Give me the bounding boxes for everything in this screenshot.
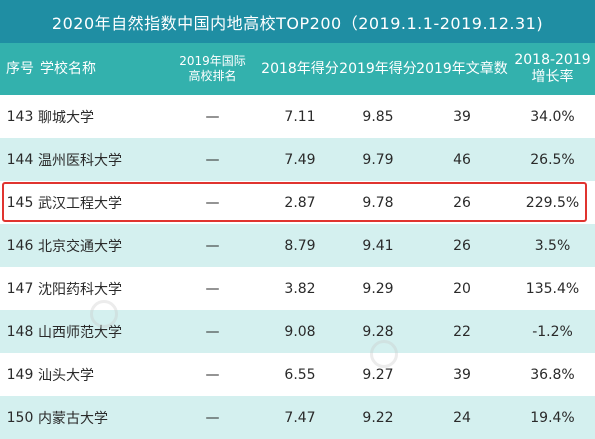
header-name: 学校名称 [40, 60, 96, 77]
cell-articles: 24 [453, 409, 471, 426]
cell-s2019: 9.85 [362, 108, 394, 125]
cell-s2019: 9.27 [362, 366, 394, 383]
cell-s2019: 9.29 [362, 280, 394, 297]
cell-intl: — [205, 194, 220, 211]
cell-name: 聊城大学 [38, 109, 94, 126]
table-row: 150 内蒙古大学 — 7.47 9.22 24 19.4% [0, 396, 595, 439]
cell-intl: — [205, 151, 220, 168]
cell-articles: 46 [453, 151, 471, 168]
cell-intl: — [205, 108, 220, 125]
cell-growth: 26.5% [530, 151, 575, 168]
header-growth: 2018-2019 增长率 [510, 43, 595, 95]
header-score-2019: 2019年得分 [339, 60, 417, 77]
cell-s2018: 7.11 [284, 108, 316, 125]
header-growth-line1: 2018-2019 [514, 52, 591, 68]
cell-rank: 146 [6, 237, 34, 254]
cell-s2019: 9.22 [362, 409, 394, 426]
cell-name: 武汉工程大学 [38, 195, 122, 212]
header-intl-rank-line1: 2019年国际 [179, 54, 246, 68]
cell-name: 汕头大学 [38, 367, 94, 384]
cell-rank: 150 [6, 409, 34, 426]
cell-name: 内蒙古大学 [38, 410, 108, 427]
header-intl-rank-line2: 高校排名 [188, 69, 237, 83]
table-row: 148 山西师范大学 — 9.08 9.28 22 -1.2% [0, 310, 595, 353]
cell-name: 北京交通大学 [38, 238, 122, 255]
cell-intl: — [205, 366, 220, 383]
cell-s2019: 9.28 [362, 323, 394, 340]
cell-s2019: 9.78 [362, 194, 394, 211]
cell-intl: — [205, 409, 220, 426]
table-row: 147 沈阳药科大学 — 3.82 9.29 20 135.4% [0, 267, 595, 310]
cell-s2018: 9.08 [284, 323, 316, 340]
cell-rank: 149 [6, 366, 34, 383]
table-row: 144 温州医科大学 — 7.49 9.79 46 26.5% [0, 138, 595, 181]
header-rank: 序号 [6, 60, 34, 77]
cell-s2018: 7.49 [284, 151, 316, 168]
cell-name: 沈阳药科大学 [38, 281, 122, 298]
table-row: 145 武汉工程大学 — 2.87 9.78 26 229.5% [0, 181, 595, 224]
cell-growth: 34.0% [530, 108, 575, 125]
table-header: 序号 学校名称 2019年国际 高校排名 2018年得分 2019年得分 201… [0, 43, 595, 95]
cell-growth: -1.2% [532, 323, 573, 340]
cell-growth: 3.5% [534, 237, 571, 254]
header-articles: 2019年文章数 [416, 60, 508, 77]
header-intl-rank: 2019年国际 高校排名 [165, 43, 260, 95]
cell-rank: 145 [6, 194, 34, 211]
cell-rank: 143 [6, 108, 34, 125]
cell-articles: 26 [453, 237, 471, 254]
cell-s2018: 8.79 [284, 237, 316, 254]
cell-intl: — [205, 237, 220, 254]
header-score-2018: 2018年得分 [261, 60, 339, 77]
cell-growth: 19.4% [530, 409, 575, 426]
cell-s2018: 3.82 [284, 280, 316, 297]
highlight-box [2, 182, 587, 222]
cell-rank: 147 [6, 280, 34, 297]
cell-intl: — [205, 323, 220, 340]
table-title: 2020年自然指数中国内地高校TOP200（2019.1.1-2019.12.3… [0, 0, 595, 43]
cell-s2018: 7.47 [284, 409, 316, 426]
cell-growth: 36.8% [530, 366, 575, 383]
cell-articles: 20 [453, 280, 471, 297]
table-row: 149 汕头大学 — 6.55 9.27 39 36.8% [0, 353, 595, 396]
cell-rank: 144 [6, 151, 34, 168]
table-row: 146 北京交通大学 — 8.79 9.41 26 3.5% [0, 224, 595, 267]
cell-s2019: 9.79 [362, 151, 394, 168]
header-growth-line2: 增长率 [531, 69, 574, 85]
cell-growth: 229.5% [525, 194, 580, 211]
cell-name: 山西师范大学 [38, 324, 122, 341]
cell-s2018: 6.55 [284, 366, 316, 383]
cell-intl: — [205, 280, 220, 297]
cell-growth: 135.4% [525, 280, 580, 297]
cell-s2018: 2.87 [284, 194, 316, 211]
cell-s2019: 9.41 [362, 237, 394, 254]
cell-articles: 39 [453, 108, 471, 125]
cell-name: 温州医科大学 [38, 152, 122, 169]
cell-rank: 148 [6, 323, 34, 340]
cell-articles: 22 [453, 323, 471, 340]
table-row: 143 聊城大学 — 7.11 9.85 39 34.0% [0, 95, 595, 138]
cell-articles: 26 [453, 194, 471, 211]
cell-articles: 39 [453, 366, 471, 383]
